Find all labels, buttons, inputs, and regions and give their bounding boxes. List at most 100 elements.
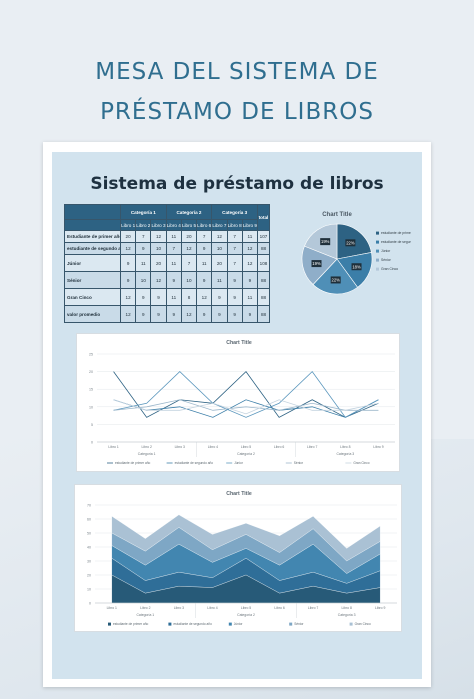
legend-label: estudiante de segundo año	[175, 461, 214, 465]
headline-line-1: MESA DEL SISTEMA DE	[95, 59, 379, 85]
table-cell: 9	[196, 242, 213, 255]
legend-label: estudiante de primer año	[113, 622, 148, 626]
table-cell: 12	[119, 288, 137, 306]
table-cell: 20	[211, 254, 228, 272]
legend-label: Gran Cinco	[355, 622, 371, 626]
table-cell: 11	[165, 288, 182, 306]
y-tick-label: 20	[89, 370, 93, 374]
table-row: valor promedio 12 9 9 9 12 9 9 9 9 88	[64, 305, 270, 323]
table-cell: 12	[241, 254, 259, 272]
sub-header-row: Libro 1 Libro 2 Libro 3 Libro 4 Libro 5 …	[64, 219, 270, 231]
x-tick-label: Libro 8	[341, 606, 351, 610]
sheet-title: Sistema de préstamo de libros	[90, 174, 384, 194]
table-row: Estudiante de primer año 20 7 12 11 20 7 12 7 11 1…	[64, 230, 270, 243]
row-label: Júnior	[64, 254, 121, 272]
y-tick-label: 50	[87, 532, 91, 536]
spreadsheet-preview: Sistema de préstamo de libros Categoría …	[43, 142, 431, 687]
table-cell: 11	[241, 230, 259, 243]
y-tick-label: 10	[87, 588, 91, 592]
legend-label: estudiante de segundo año	[173, 622, 212, 626]
pie-label-box	[351, 263, 362, 271]
y-tick-label: 20	[87, 574, 91, 578]
area-chart-card: Chart Title 0 10 20 30 40 50 60 70 Libro 1 Libro 2…	[74, 484, 402, 632]
table-cell: 9	[241, 305, 259, 323]
y-tick-label: 25	[89, 353, 93, 357]
pie-chart: Chart Title 22% 18% 22% 19% 19% estudiante de …	[301, 212, 411, 295]
x-tick-label: Libro 6	[274, 445, 284, 449]
corner-cell	[64, 219, 121, 231]
x-tick-label: Libro 2	[140, 606, 150, 610]
area-chart: Chart Title 0 10 20 30 40 50 60 70 Libro 1 Libro 2…	[87, 491, 397, 626]
table-row: Sénior 9 10 12 9 10 9 11 9 9 88	[64, 271, 270, 289]
table-cell: 10	[135, 271, 152, 289]
legend-swatch	[108, 622, 111, 626]
table-cell: 10	[150, 242, 167, 255]
pie-label-box	[330, 276, 341, 284]
x-tick-label: Libro 1	[107, 606, 117, 610]
table-cell: 10	[211, 242, 228, 255]
table-cell: 9	[119, 254, 137, 272]
table-cell: 7	[226, 242, 243, 255]
pie-data-label: 19%	[321, 239, 330, 244]
table-cell: 7	[196, 230, 213, 243]
legend-label: Júnior	[234, 622, 244, 626]
legend-swatch	[168, 622, 172, 626]
pie-label-box	[320, 238, 331, 246]
headline-line-2: PRÉSTAMO DE LIBROS	[100, 99, 374, 125]
table-cell: 12	[241, 242, 259, 255]
legend-swatch	[349, 622, 353, 626]
row-label: Gran Cinco	[64, 288, 121, 306]
table-cell: 9	[211, 288, 228, 306]
table-cell: 9	[196, 305, 213, 323]
table-cell: 12	[119, 242, 137, 255]
table-cell: 7	[135, 230, 152, 243]
table-cell: 9	[226, 271, 243, 289]
table-cell: 11	[165, 230, 182, 243]
legend-label: Gran Cinco	[353, 461, 369, 465]
table-cell: 9	[135, 305, 152, 323]
table-cell: 9	[226, 288, 243, 306]
table-cell: 12	[196, 288, 213, 306]
legend-label: Sénior	[294, 622, 304, 626]
table-cell: 20	[150, 254, 167, 272]
pie-legend-swatch	[376, 258, 379, 262]
book-header: Libro 6	[196, 219, 213, 231]
x-tick-label: Libro 7	[308, 606, 318, 610]
x-tick-label: Libro 4	[208, 445, 218, 449]
x-tick-label: Libro 9	[375, 606, 385, 610]
book-header: Libro 2	[135, 219, 152, 231]
x-tick-label: Libro 3	[174, 606, 184, 610]
table-cell: 9	[135, 288, 152, 306]
pie-legend-label: Sénior	[381, 258, 392, 262]
table-cell: 9	[150, 288, 167, 306]
group-header: Categoría 1	[120, 204, 167, 220]
row-label: estudiante de segundo año	[64, 242, 121, 255]
table-cell: 9	[119, 271, 137, 289]
table-cell: 8	[180, 288, 198, 306]
pie-legend-swatch	[376, 231, 379, 235]
pie-chart-card: Chart Title 22% 18% 22% 19% 19% estudiante de …	[285, 204, 411, 310]
x-tick-label: Libro 6	[274, 606, 284, 610]
table-cell: 12	[150, 271, 167, 289]
total-cell: 108	[257, 254, 270, 272]
legend-label: estudiante de primer año	[115, 461, 150, 465]
table-cell: 9	[211, 305, 228, 323]
table-cell: 20	[180, 230, 198, 243]
chart-title: Chart Title	[226, 491, 252, 497]
y-tick-label: 0	[89, 602, 91, 606]
pie-title: Chart Title	[322, 212, 352, 218]
table-cell: 7	[165, 242, 182, 255]
row-label: Estudiante de primer año	[64, 230, 121, 243]
pie-data-label: 19%	[312, 261, 321, 266]
row-label: Sénior	[64, 271, 121, 289]
group-header: Categoría 3	[211, 204, 258, 220]
pie-legend-label: Gran Cinco	[381, 267, 398, 271]
chart-title: Chart Title	[226, 340, 252, 346]
table-cell: 7	[226, 230, 243, 243]
y-tick-label: 60	[87, 518, 91, 522]
loan-table-wrap: Categoría 1 Categoría 2 Categoría 3 tota…	[64, 204, 270, 323]
line-series	[113, 370, 379, 418]
legend-swatch	[289, 622, 293, 626]
table-cell: 7	[226, 254, 243, 272]
table-row: Júnior 9 11 20 11 7 11 20 7 12 108	[64, 254, 270, 272]
